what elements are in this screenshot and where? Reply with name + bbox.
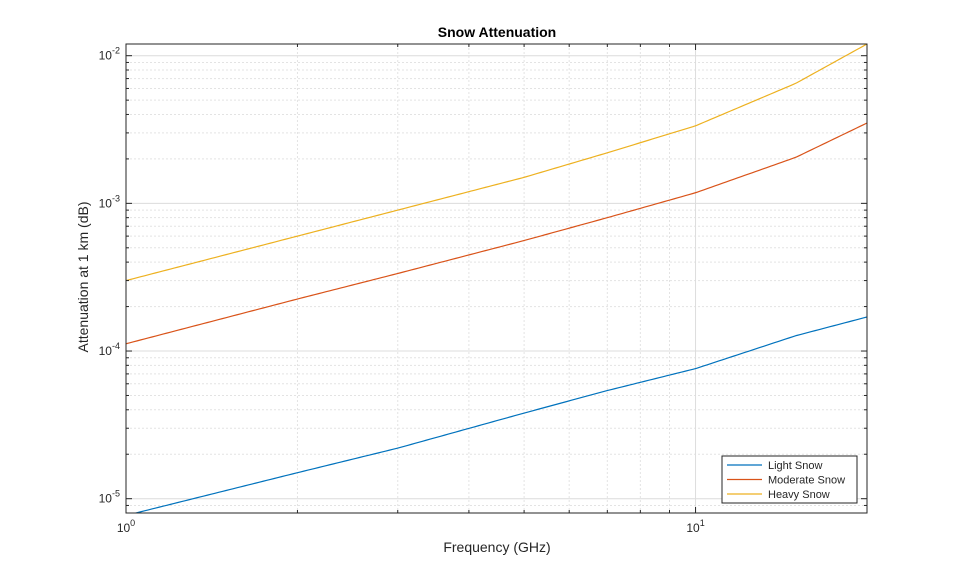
series-layer xyxy=(126,44,867,513)
series-line-moderate-snow xyxy=(126,122,867,345)
x-axis-label: Frequency (GHz) xyxy=(443,539,550,555)
y-tick-label: 10-5 xyxy=(99,489,120,506)
y-axis-label: Attenuation at 1 km (dB) xyxy=(75,202,91,353)
y-tick-labels: 10-5 10-4 10-3 10-2 xyxy=(99,46,120,506)
x-tick-labels: 100 101 xyxy=(117,518,705,535)
y-tick-label: 10-4 xyxy=(99,341,120,358)
series-line-light-snow xyxy=(133,316,867,513)
minor-grid xyxy=(126,44,868,514)
x-tick-label: 101 xyxy=(686,518,704,535)
y-tick-label: 10-2 xyxy=(99,46,120,63)
y-tick-label: 10-3 xyxy=(99,193,120,210)
legend-label: Moderate Snow xyxy=(768,475,845,487)
series-line-heavy-snow xyxy=(126,44,867,282)
chart-title: Snow Attenuation xyxy=(438,24,556,40)
plot-area xyxy=(126,44,867,513)
legend: Light Snow Moderate Snow Heavy Snow xyxy=(721,455,858,504)
plot-frame xyxy=(125,43,868,514)
x-tick-label: 100 xyxy=(117,518,135,535)
legend-label: Light Snow xyxy=(768,460,822,472)
legend-label: Heavy Snow xyxy=(768,489,830,501)
